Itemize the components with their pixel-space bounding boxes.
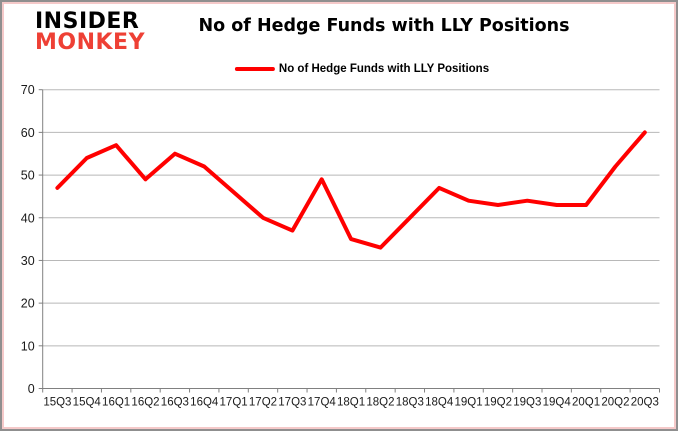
x-tick-label: 18Q1	[337, 397, 365, 409]
data-series-line	[55, 130, 647, 250]
x-tick-label: 18Q3	[396, 397, 424, 409]
chart-legend: No of Hedge Funds with LLY Positions	[234, 63, 490, 75]
logo-insider-text: INSIDER	[35, 9, 140, 34]
y-tick-label: 70	[21, 83, 35, 97]
x-tick-label: 15Q3	[43, 397, 71, 409]
x-tick-label: 19Q1	[455, 397, 483, 409]
legend-label: No of Hedge Funds with LLY Positions	[278, 63, 490, 75]
y-tick-label: 0	[28, 382, 35, 396]
x-tick-label: 17Q2	[249, 397, 277, 409]
chart-title: No of Hedge Funds with LLY Positions	[198, 16, 570, 36]
x-tick-label: 18Q2	[366, 397, 394, 409]
x-tick-label: 16Q1	[102, 397, 130, 409]
x-tick-label: 16Q2	[131, 397, 159, 409]
x-tick-label: 17Q4	[308, 397, 337, 409]
legend-line-swatch	[234, 67, 275, 71]
y-tick-label: 50	[21, 169, 35, 183]
x-tick-label: 17Q1	[220, 397, 248, 409]
x-tick-label: 15Q4	[73, 397, 102, 409]
y-tick-label: 20	[21, 297, 35, 311]
y-tick-label: 60	[21, 126, 35, 140]
y-tick-label: 30	[21, 254, 35, 268]
x-tick-label: 19Q3	[513, 397, 541, 409]
y-tick-label: 10	[21, 339, 35, 353]
x-tick-label: 16Q4	[190, 397, 219, 409]
x-tick-label: 20Q2	[601, 397, 629, 409]
x-tick-label: 18Q4	[425, 397, 454, 409]
logo-monkey-text: MONKEY	[35, 29, 146, 55]
x-tick-label: 20Q1	[572, 397, 600, 409]
x-tick-label: 20Q3	[631, 397, 659, 409]
x-tick-label: 19Q2	[484, 397, 512, 409]
x-tick-label: 17Q3	[278, 397, 306, 409]
x-tick-label: 19Q4	[543, 397, 572, 409]
x-tick-label: 16Q3	[161, 397, 189, 409]
y-tick-label: 40	[21, 211, 35, 225]
insider-monkey-logo: INSIDER MONKEY	[35, 9, 146, 55]
